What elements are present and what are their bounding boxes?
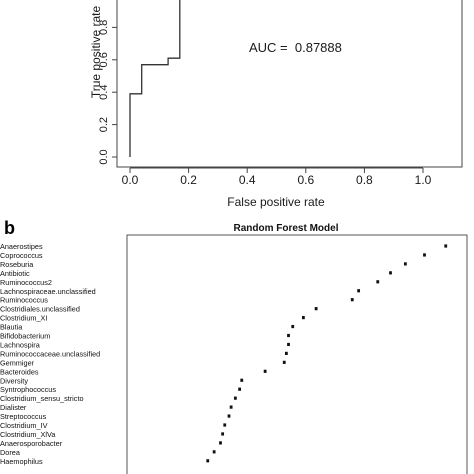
feature-label: Antibiotic	[0, 269, 30, 278]
feature-label: Anaerosporobacter	[0, 439, 63, 448]
importance-point	[301, 316, 305, 320]
feature-label: Clostridium_IV	[0, 421, 48, 430]
roc-y-axis-label: True positive rate	[89, 6, 103, 99]
importance-point	[403, 262, 407, 266]
random-forest-title: Random Forest Model	[233, 223, 338, 234]
importance-point	[287, 342, 290, 347]
feature-label: Anaerostipes	[0, 242, 43, 251]
panel-label-b: b	[4, 218, 15, 238]
feature-label: Ruminococcus	[0, 296, 48, 305]
roc-x-tick-label: 0.2	[180, 173, 197, 187]
roc-curve	[129, 0, 181, 157]
feature-label: Coprococcus	[0, 251, 43, 260]
feature-label: Syntrophococcus	[0, 385, 56, 394]
roc-x-tick-label: 0.0	[122, 173, 139, 187]
importance-point	[287, 333, 290, 338]
feature-label: Gemmiger	[0, 358, 35, 367]
roc-y-tick-label: 0.2	[98, 117, 110, 132]
importance-point	[238, 387, 242, 391]
feature-label: Ruminococcus2	[0, 278, 52, 287]
importance-point	[291, 324, 295, 329]
importance-point	[350, 298, 354, 302]
importance-point	[376, 280, 380, 284]
random-forest-plot: b Random Forest Model AnaerostipesCoproc…	[0, 218, 468, 474]
importance-point	[212, 450, 216, 454]
feature-label: Streptococcus	[0, 412, 47, 421]
importance-point	[221, 432, 225, 436]
importance-point	[233, 396, 237, 400]
feature-label: Clostridium_XlVa	[0, 430, 56, 439]
feature-label: Diversity	[0, 376, 28, 385]
feature-label: Lachnospiraceae.unclassified	[0, 287, 96, 296]
feature-label: Bacteroides	[0, 367, 39, 376]
importance-point	[223, 423, 227, 427]
feature-label: Dorea	[0, 448, 21, 457]
roc-y-tick-label: 0.6	[98, 52, 110, 67]
importance-point	[282, 360, 286, 364]
feature-label: Roseburia	[0, 260, 34, 269]
roc-x-tick-label: 1.0	[415, 173, 432, 187]
random-forest-plot-frame	[126, 234, 468, 474]
importance-point	[240, 378, 244, 382]
roc-y-axis: 0.0 0.2 0.4 0.6 0.8	[98, 0, 118, 165]
importance-point	[389, 271, 392, 275]
roc-y-tick-label: 0.8	[98, 20, 110, 35]
roc-x-tick-label: 0.8	[356, 173, 373, 187]
roc-x-tick-label: 0.4	[239, 173, 256, 187]
feature-label: Dialister	[0, 403, 27, 412]
importance-point	[314, 307, 318, 311]
roc-x-axis-label: False positive rate	[227, 195, 325, 209]
importance-point	[357, 289, 361, 293]
roc-y-tick-label: 0.4	[98, 85, 110, 100]
importance-point	[423, 253, 426, 257]
feature-label: Clostridiales.unclassified	[0, 305, 80, 314]
roc-x-axis: 0.0 0.2 0.4 0.6 0.8 1.0	[122, 167, 432, 187]
feature-label: Bifidobacterium	[0, 332, 50, 341]
auc-annotation: AUC = 0.87888	[249, 40, 342, 55]
importance-point	[284, 351, 288, 355]
feature-label: Clostridium_sensu_stricto	[0, 394, 84, 403]
importance-point	[206, 459, 210, 463]
roc-y-tick-label: 0.0	[98, 149, 110, 164]
importance-point	[229, 405, 233, 409]
feature-label: Lachnospira	[0, 340, 41, 349]
importance-points	[206, 244, 448, 463]
feature-labels: AnaerostipesCoprococcusRoseburiaAntibiot…	[0, 242, 100, 466]
roc-plot: 0.0 0.2 0.4 0.6 0.8 1.0 0.0 0.2 0.4 0.6 0.8 False…	[89, 0, 463, 209]
feature-label: Clostridium_XI	[0, 314, 47, 323]
importance-point	[263, 369, 267, 373]
feature-label: Haemophilus	[0, 457, 43, 466]
feature-label: Ruminococcaceae.unclassified	[0, 349, 100, 358]
importance-point	[444, 244, 448, 248]
roc-x-tick-label: 0.6	[297, 173, 314, 187]
feature-label: Blautia	[0, 323, 23, 332]
importance-point	[219, 441, 222, 445]
roc-plot-frame	[116, 0, 463, 168]
importance-point	[227, 414, 231, 418]
